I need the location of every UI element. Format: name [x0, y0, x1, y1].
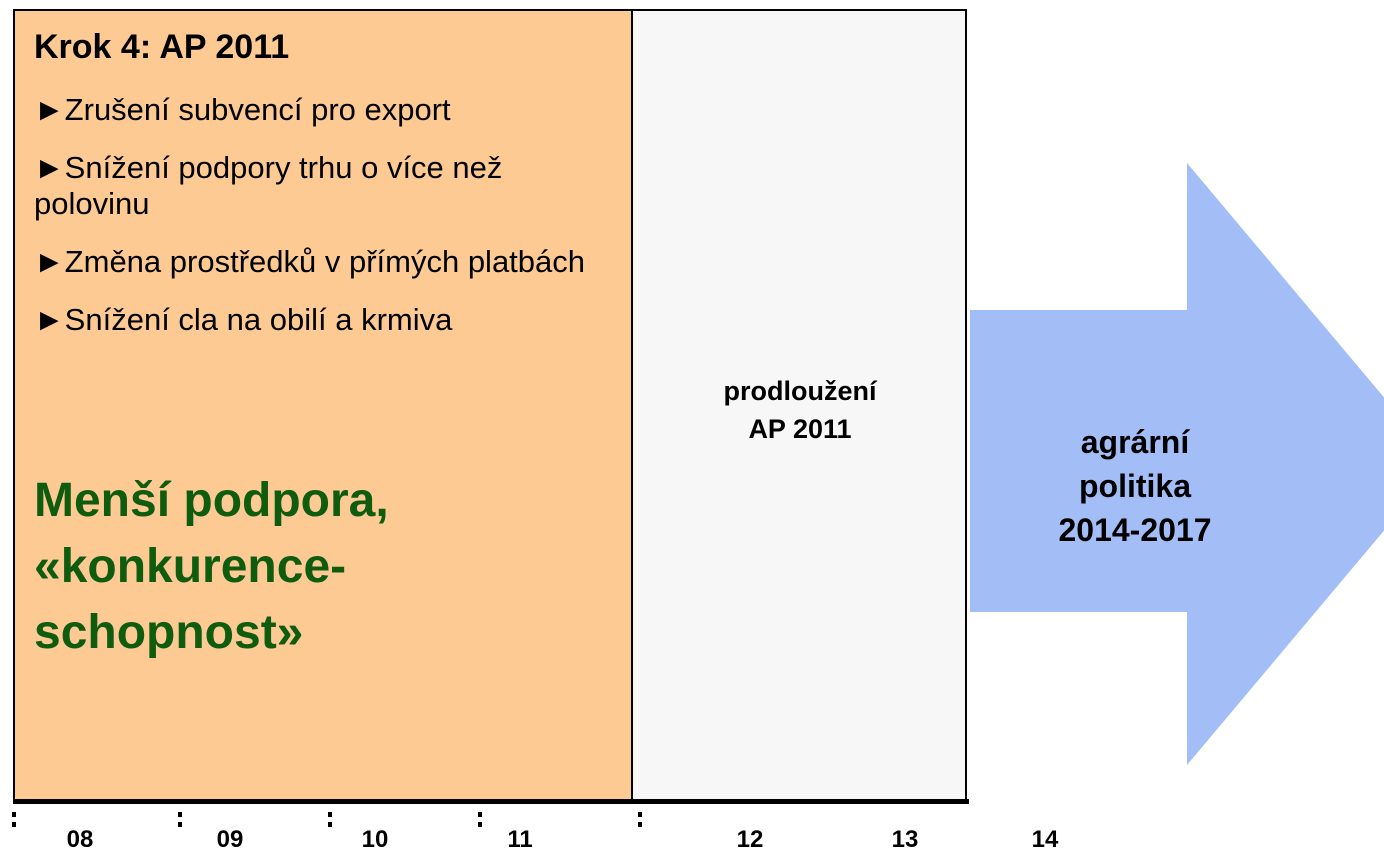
- extension-text: prodloužení AP 2011: [633, 372, 967, 448]
- bullet: ►Zrušení subvencí pro export: [34, 92, 451, 127]
- tick: [178, 812, 182, 817]
- year-label: 13: [891, 826, 919, 853]
- year-label: 14: [1031, 826, 1059, 853]
- year-label: 10: [361, 826, 389, 853]
- slogan-line: schopnost»: [34, 606, 304, 659]
- tick: [638, 822, 642, 827]
- timeline: [13, 799, 969, 804]
- step-box: [13, 9, 633, 801]
- tick: [478, 822, 482, 827]
- bullet: ►Změna prostředků v přímých platbách: [34, 244, 586, 279]
- arrow-text: agrární politika 2014-2017: [970, 420, 1300, 552]
- arrow: [970, 163, 1384, 765]
- slogan-line: «konkurence-: [34, 540, 347, 593]
- bullet-list: ►Zrušení subvencí pro export ►Snížení pod…: [34, 92, 624, 360]
- tick: [12, 822, 16, 827]
- step-title: Krok 4: AP 2011: [34, 28, 290, 66]
- tick: [478, 812, 482, 817]
- year-label: 12: [736, 826, 764, 853]
- year-label: 09: [216, 826, 244, 853]
- tick: [638, 812, 642, 817]
- extension-line: AP 2011: [748, 414, 852, 444]
- extension-line: prodloužení: [723, 376, 877, 406]
- tick: [328, 812, 332, 817]
- arrow-line: agrární: [1080, 424, 1190, 460]
- year-label: 11: [507, 826, 533, 853]
- bullet: ►Snížení cla na obilí a krmiva: [34, 302, 453, 337]
- arrow-line: politika: [1078, 468, 1191, 504]
- slogan-line: Menší podpora,: [34, 474, 389, 527]
- year-label: 08: [66, 826, 94, 853]
- bullet: ►Snížení podpory trhu o více než polovin…: [34, 150, 503, 221]
- slogan: Menší podpora, «konkurence-schopnost»: [34, 468, 389, 666]
- tick: [178, 822, 182, 827]
- extension-box: [633, 9, 967, 801]
- arrow-line: 2014-2017: [1058, 512, 1212, 548]
- tick: [328, 822, 332, 827]
- tick: [12, 812, 16, 817]
